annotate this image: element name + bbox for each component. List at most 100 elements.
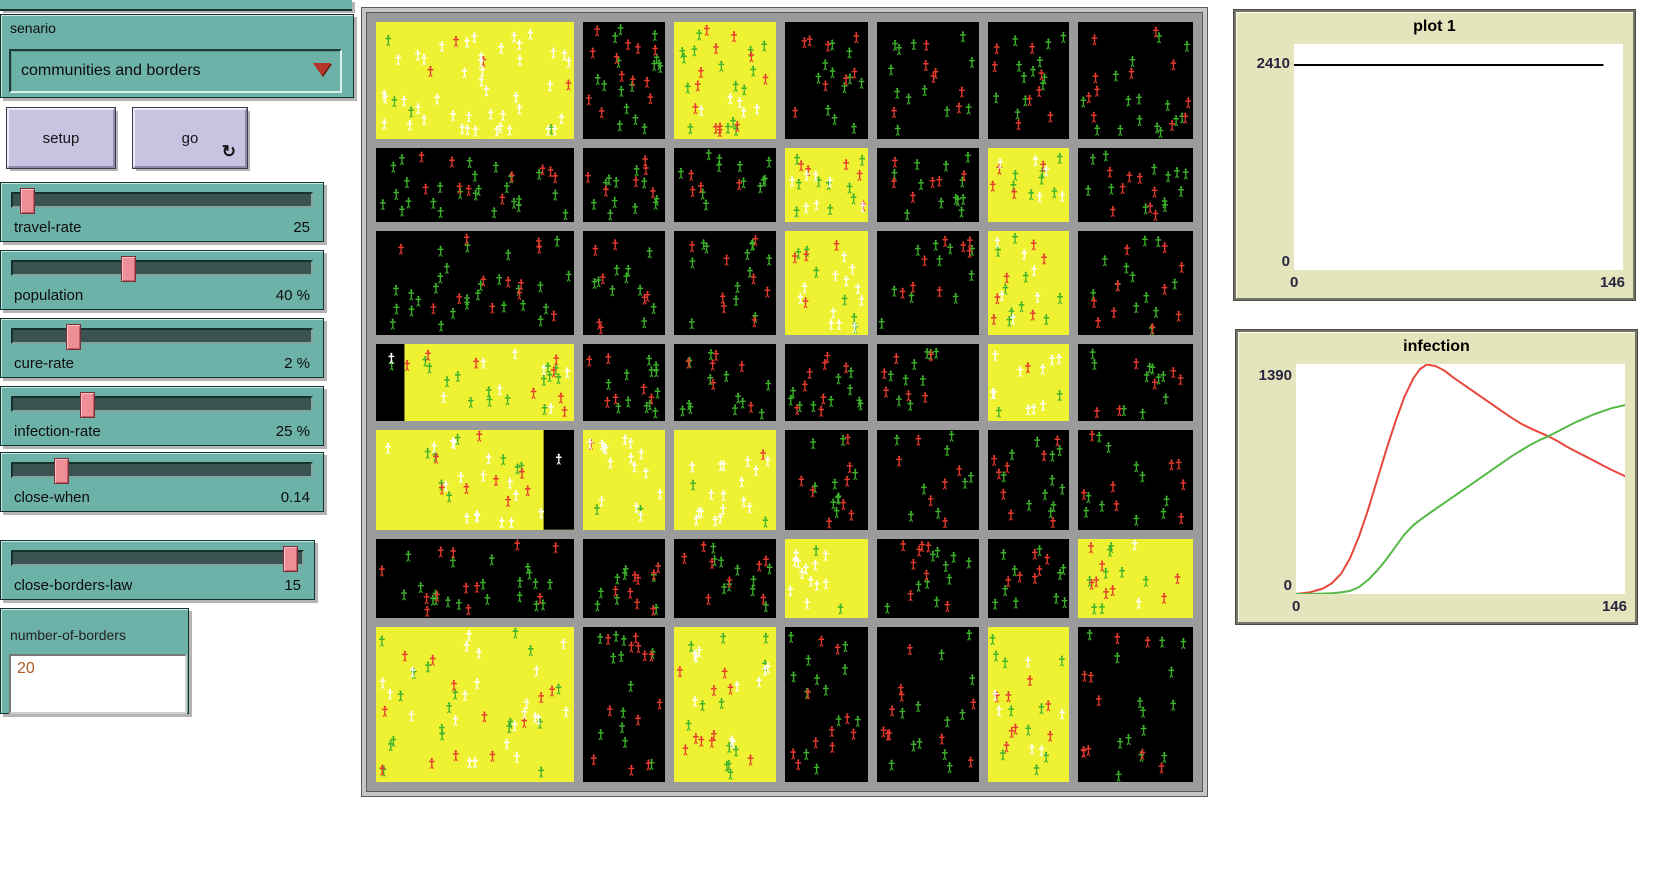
slider-label: cure-rate	[14, 355, 75, 372]
slider-close-when[interactable]: close-when 0.14	[0, 452, 324, 512]
community-cell	[583, 230, 666, 336]
slider-track[interactable]	[11, 550, 304, 566]
setup-button[interactable]: setup	[6, 107, 116, 169]
slider-track[interactable]	[11, 462, 313, 478]
community-cell	[785, 538, 869, 618]
agents-layer	[689, 449, 771, 528]
number-of-borders-field[interactable]: 20	[9, 654, 187, 714]
agents-layer	[1087, 539, 1181, 615]
slider-handle[interactable]	[283, 546, 298, 572]
slider-population[interactable]: population 40 %	[0, 250, 324, 310]
slider-cure-rate[interactable]: cure-rate 2 %	[0, 318, 324, 378]
agents-layer	[585, 154, 660, 220]
community-cell	[674, 538, 776, 618]
input-label: number-of-borders	[10, 627, 126, 643]
agents-layer	[586, 353, 661, 419]
agents-layer	[594, 562, 662, 616]
community-cell	[877, 230, 979, 336]
slider-value: 15	[284, 577, 301, 594]
community-cell	[1078, 344, 1193, 422]
community-cell	[583, 344, 666, 422]
agents-layer	[884, 540, 972, 614]
chooser-select[interactable]: communities and borders	[9, 49, 342, 93]
agents-layer	[385, 430, 575, 530]
agents-layer	[381, 28, 572, 137]
community-cell	[877, 430, 979, 530]
agents-layer	[991, 31, 1067, 131]
agents-layer	[989, 350, 1063, 418]
chooser-value: communities and borders	[21, 62, 201, 79]
chooser-label: senario	[10, 20, 56, 36]
community-cell	[877, 344, 979, 422]
go-button-label: go	[181, 129, 199, 147]
community-cell	[987, 344, 1070, 422]
agents-layer	[586, 24, 664, 135]
slider-value: 40 %	[275, 287, 310, 304]
community-cell	[376, 344, 575, 422]
agents-layer	[1090, 235, 1185, 335]
slider-track[interactable]	[11, 396, 313, 412]
slider-travel-rate[interactable]: travel-rate 25	[0, 182, 324, 242]
community-cell	[785, 344, 869, 422]
community-cell	[674, 430, 776, 530]
community-cell	[376, 538, 575, 618]
forever-icon: ↻	[221, 142, 236, 161]
y-zero-label: 0	[1281, 253, 1290, 270]
agents-layer	[590, 631, 663, 776]
community-cell	[583, 147, 666, 222]
slider-track[interactable]	[11, 328, 313, 344]
slider-label: close-when	[14, 489, 90, 506]
slider-handle[interactable]	[54, 458, 69, 484]
slider-infection-rate[interactable]: infection-rate 25 %	[0, 386, 324, 446]
number-of-borders-widget: number-of-borders 20	[0, 608, 189, 714]
agents-layer	[1081, 430, 1187, 526]
agents-layer	[881, 347, 940, 411]
agents-layer	[376, 344, 571, 422]
agents-layer	[379, 627, 569, 778]
agents-layer	[680, 349, 772, 420]
community-cell	[987, 22, 1070, 139]
community-cell	[877, 147, 979, 222]
community-cell	[987, 430, 1070, 530]
slider-value: 25 %	[275, 423, 310, 440]
community-cell	[1078, 230, 1193, 336]
plot-area	[1295, 363, 1626, 595]
agents-layer	[379, 539, 559, 617]
agents-layer	[677, 632, 772, 780]
slider-track[interactable]	[11, 260, 313, 276]
agents-layer	[891, 151, 972, 220]
community-cell	[583, 430, 666, 530]
community-cell	[583, 538, 666, 618]
agents-layer	[1080, 629, 1187, 782]
community-cell	[987, 626, 1070, 782]
agents-layer	[894, 430, 975, 529]
agents-layer	[880, 629, 977, 773]
go-button[interactable]: go ↻	[132, 107, 248, 169]
community-cell	[877, 22, 979, 139]
community-cell	[674, 626, 776, 782]
agents-layer	[689, 234, 773, 329]
slider-handle[interactable]	[121, 256, 136, 282]
slider-label: close-borders-law	[14, 577, 133, 594]
slider-handle[interactable]	[66, 324, 81, 350]
agents-layer	[989, 152, 1065, 203]
world-view[interactable]	[361, 7, 1208, 797]
agents-layer	[1089, 348, 1184, 420]
y-max-label: 1390	[1258, 367, 1292, 384]
community-cell	[785, 430, 869, 530]
agents-layer	[879, 235, 976, 329]
series-infected	[1295, 363, 1626, 595]
agents-layer	[787, 352, 864, 417]
slider-handle[interactable]	[20, 188, 35, 214]
slider-track[interactable]	[11, 192, 313, 208]
community-cell	[785, 147, 869, 222]
slider-close-borders-law[interactable]: close-borders-law 15	[0, 540, 315, 600]
agents-layer	[789, 153, 867, 217]
agents-layer	[792, 32, 865, 134]
community-cell	[877, 538, 979, 618]
community-cell	[674, 22, 776, 139]
y-zero-label: 0	[1283, 577, 1292, 594]
community-cell	[583, 626, 666, 782]
slider-handle[interactable]	[80, 392, 95, 418]
plot-canvas	[1293, 64, 1604, 66]
